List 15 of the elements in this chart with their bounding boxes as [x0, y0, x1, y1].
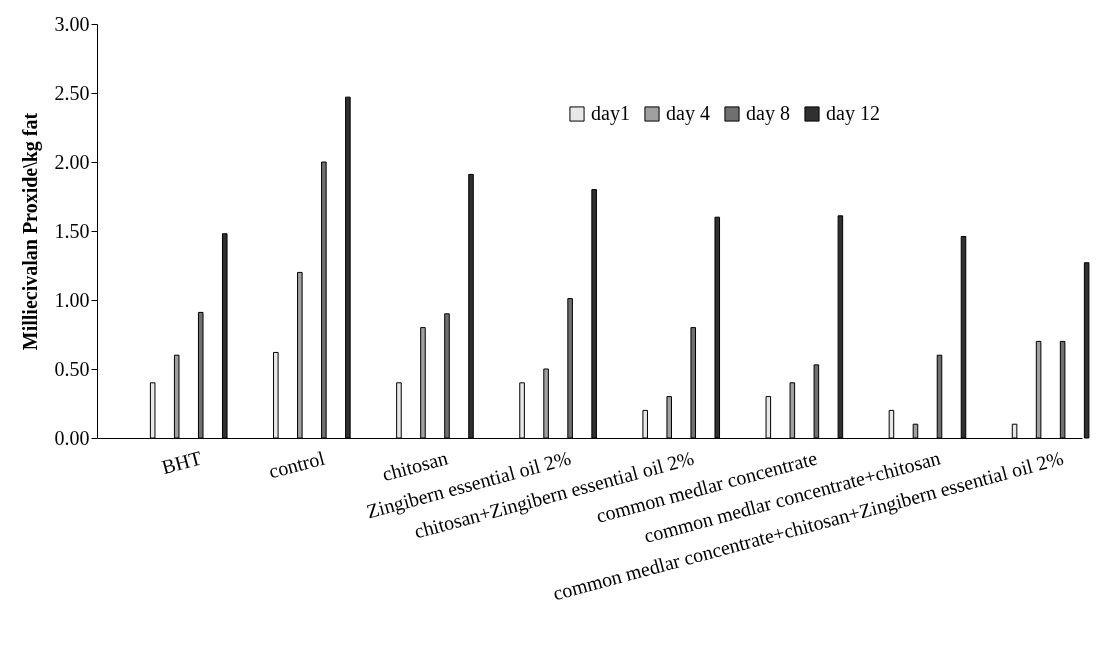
- y-tick-label: 2.00: [54, 150, 90, 173]
- x-tick-label: BHT: [159, 446, 204, 479]
- y-tick-label: 0.50: [54, 357, 90, 380]
- y-tick-label: 2.50: [54, 81, 90, 104]
- y-tick-label: 1.00: [54, 288, 90, 311]
- x-tick-label: chitosan: [379, 446, 450, 486]
- legend-label: day1: [591, 102, 630, 125]
- y-axis-title: Milliecivalan Proxide\kg fat: [18, 112, 42, 351]
- x-tick-label: control: [266, 446, 328, 483]
- legend-label: day 8: [746, 102, 790, 125]
- legend-label: day 12: [826, 102, 880, 125]
- y-tick-label: 1.50: [54, 219, 90, 242]
- y-tick-label: 3.00: [54, 12, 90, 35]
- y-tick-label: 0.00: [54, 426, 90, 449]
- legend-label: day 4: [666, 102, 710, 125]
